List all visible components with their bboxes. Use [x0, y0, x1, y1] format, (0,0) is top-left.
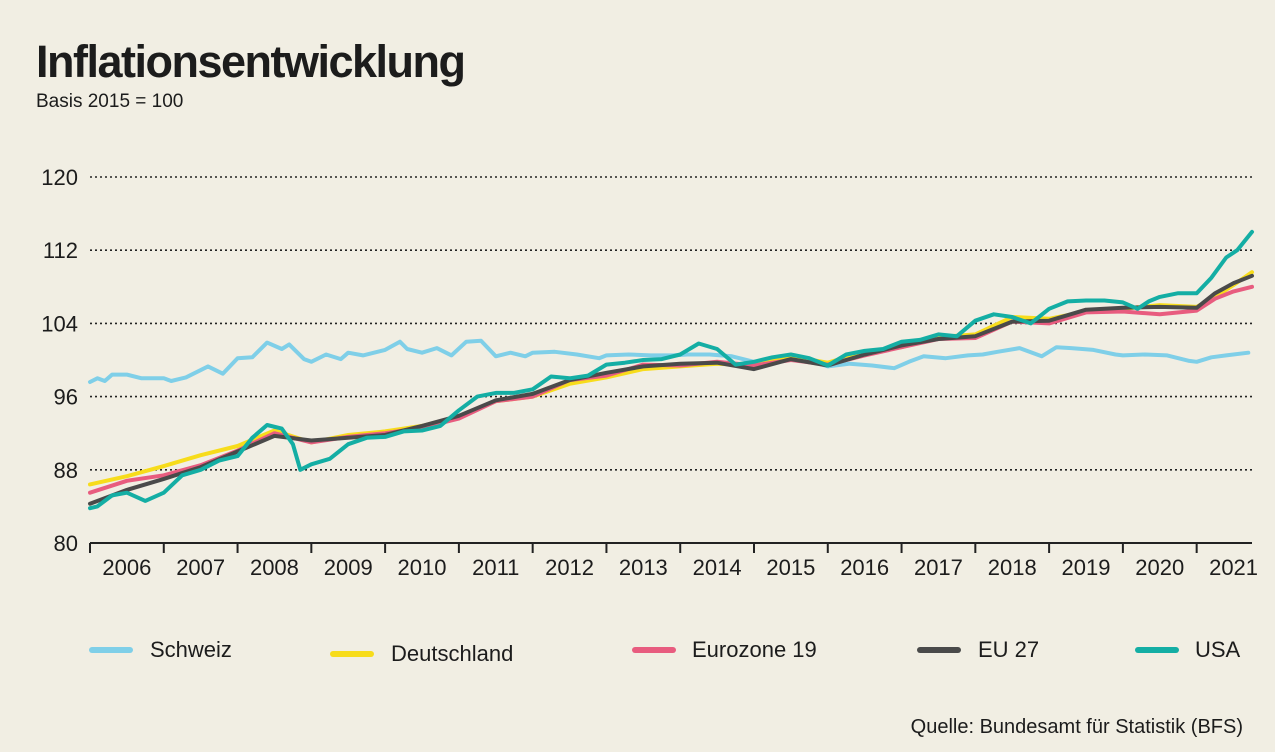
series-line-usa — [88, 229, 1254, 511]
x-tick-label: 2017 — [914, 555, 963, 580]
legend: Schweiz Deutschland Eurozone 19 EU 27 USA — [89, 637, 1241, 666]
x-tick-label: 2015 — [766, 555, 815, 580]
series-lines — [88, 229, 1254, 511]
series-line-deutschland — [88, 270, 1254, 487]
y-tick-label: 120 — [41, 165, 78, 190]
x-tick-label: 2007 — [176, 555, 225, 580]
gridlines — [90, 176, 1252, 471]
x-tick-label: 2006 — [102, 555, 151, 580]
x-tick-label: 2018 — [988, 555, 1037, 580]
series-line-schweiz — [88, 338, 1251, 384]
y-axis: 80 88 96 104 112 120 — [41, 165, 78, 556]
series-line-eurozone-19 — [88, 284, 1254, 495]
x-tick-label: 2019 — [1062, 555, 1111, 580]
legend-label: USA — [1195, 637, 1241, 662]
legend-label: Schweiz — [150, 637, 232, 662]
chart-subtitle: Basis 2015 = 100 — [36, 91, 184, 112]
x-tick-label: 2011 — [472, 555, 519, 580]
legend-label: Deutschland — [391, 641, 513, 666]
x-tick-label: 2013 — [619, 555, 668, 580]
y-tick-label: 96 — [54, 385, 78, 410]
y-tick-label: 112 — [43, 238, 78, 263]
x-tick-label: 2010 — [398, 555, 447, 580]
y-tick-label: 80 — [54, 531, 78, 556]
x-tick-label: 2009 — [324, 555, 373, 580]
y-tick-label: 104 — [41, 311, 78, 336]
x-tick-label: 2016 — [840, 555, 889, 580]
chart-title: Inflationsentwicklung — [36, 36, 466, 87]
x-tick-label: 2021 — [1209, 555, 1258, 580]
legend-label: EU 27 — [978, 637, 1039, 662]
legend-label: Eurozone 19 — [692, 637, 817, 662]
y-tick-label: 88 — [54, 458, 78, 483]
x-tick-label: 2008 — [250, 555, 299, 580]
x-tick-label: 2014 — [693, 555, 742, 580]
source-note: Quelle: Bundesamt für Statistik (BFS) — [910, 716, 1243, 738]
x-tick-label: 2012 — [545, 555, 594, 580]
series-line-eu-27 — [88, 273, 1254, 506]
x-axis: 2006 2007 2008 2009 2010 2011 2012 2013 2014 2015… — [89, 542, 1258, 580]
x-tick-label: 2020 — [1135, 555, 1184, 580]
